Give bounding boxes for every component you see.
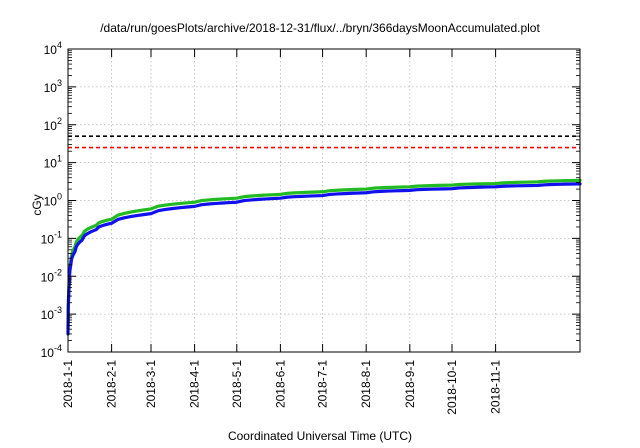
y-tick-label: 10-2 xyxy=(41,267,62,284)
y-tick-label: 100 xyxy=(44,192,62,209)
x-tick-label: 2018-5-1 xyxy=(230,360,244,408)
y-tick-label: 103 xyxy=(44,78,62,95)
x-tick-label: 2018-1-1 xyxy=(61,360,75,408)
x-axis-ticks: 2018-1-1 2018-2-1 2018-3-1 2018-4-1 2018-5-1… xyxy=(61,49,503,415)
x-tick-label: 2018-10-1 xyxy=(445,360,459,415)
x-tick-label: 2018-4-1 xyxy=(188,360,202,408)
x-tick-label: 2018-11-1 xyxy=(489,360,503,414)
x-tick-label: 2018-7-1 xyxy=(316,360,330,408)
y-tick-label: 10-3 xyxy=(41,305,62,322)
x-tick-label: 2018-2-1 xyxy=(105,360,119,408)
reference-lines xyxy=(68,135,580,149)
y-tick-label: 10-4 xyxy=(41,343,62,360)
x-tick-label: 2018-8-1 xyxy=(359,360,373,408)
x-tick-label: 2018-3-1 xyxy=(144,360,158,408)
series-lines xyxy=(66,178,582,336)
y-tick-label: 104 xyxy=(44,40,62,57)
y-axis-ticks: 10-4 10-3 10-2 10-1 100 101 102 103 104 xyxy=(41,40,580,360)
y-tick-label: 102 xyxy=(44,116,62,133)
x-axis-label: Coordinated Universal Time (UTC) xyxy=(227,429,413,443)
chart-title: /data/run/goesPlots/archive/2018-12-31/f… xyxy=(100,21,540,35)
y-axis-label: cGy xyxy=(30,194,44,216)
x-tick-label: 2018-6-1 xyxy=(273,360,287,408)
y-tick-label: 10-1 xyxy=(41,229,62,246)
series-line xyxy=(66,182,582,336)
grid-lines xyxy=(68,49,580,352)
y-tick-label: 101 xyxy=(44,154,62,171)
x-tick-label: 2018-9-1 xyxy=(403,360,417,408)
series-line xyxy=(66,178,582,331)
